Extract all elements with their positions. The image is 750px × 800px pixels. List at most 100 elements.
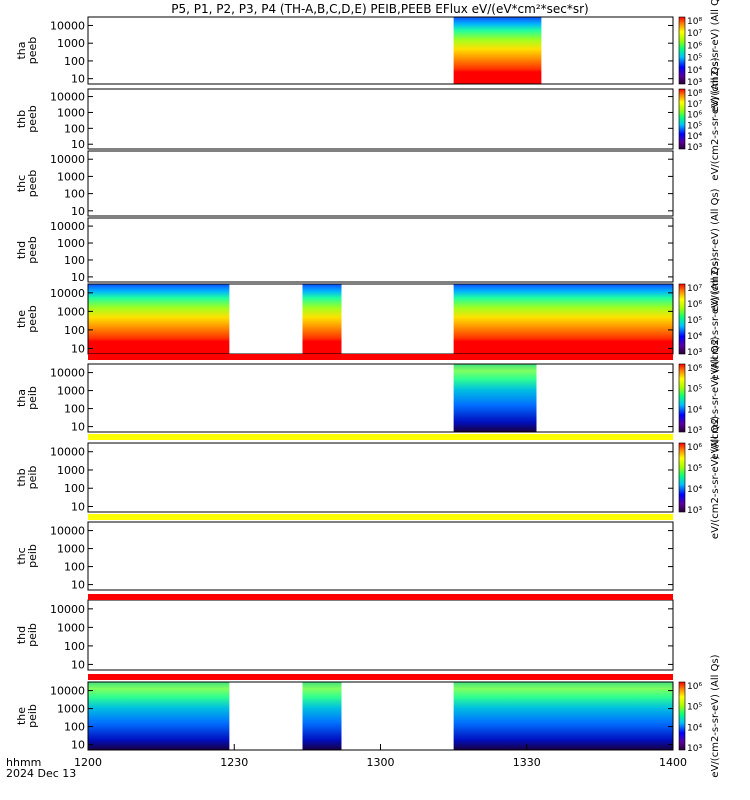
x-tick-label: 1330 [513,756,541,769]
colorbar-label: eV/(cm2-s-sr-eV) (All Qs) [710,257,721,380]
y-tick-label: 100 [64,482,85,495]
y-tick-label: 100 [64,403,85,416]
colorbar-tick-label: 10⁴ [687,485,702,495]
y-tick-label: 10000 [50,287,85,300]
panel-frame [87,363,674,433]
panel-frame [87,88,674,150]
colorbar-tick-label: 10⁴ [687,723,702,733]
colorbar-tick-label: 10⁵ [687,121,702,131]
x-tick-label: 1230 [220,756,248,769]
x-axis: 1200 1230 1300 1330 1400 [74,744,687,769]
x-tick-label: 1300 [367,756,395,769]
y-tick-label: 100 [64,254,85,267]
colorbar-tick-label: 10⁸ [687,17,702,27]
quality-status-bar [88,674,673,680]
panel-probe-label: the [15,310,28,328]
colorbar-label: eV/(cm2-s-sr-eV) (All Qs) [710,654,721,777]
panel-probe-label: tha [15,389,28,407]
y-tick-label: 10000 [50,525,85,538]
quality-status-bar [88,514,673,520]
y-tick-label: 100 [64,561,85,574]
colorbar [678,442,686,513]
date-label: 2024 Dec 13 [6,767,76,780]
y-tick-label: 10000 [50,446,85,459]
y-tick-label: 1000 [57,305,85,318]
quality-status-bar [88,354,673,360]
colorbar-label: eV/(cm2-s-sr-eV) (All Qs) [710,0,721,112]
panel-species-label: peeb [26,305,39,333]
panel-species-label: peeb [26,105,39,133]
panel-probe-label: thc [15,547,28,564]
colorbar-tick-label: 10³ [687,348,702,358]
colorbar-label: eV/(cm2-s-sr-eV) (All Qs) [710,416,721,539]
y-tick-label: 10 [71,658,85,671]
panel-probe-label: thb [15,110,28,128]
panel-frame [87,442,674,513]
colorbar-tick-label: 10⁷ [687,284,702,294]
y-tick-label: 10000 [50,367,85,380]
colorbar-tick-label: 10⁴ [687,132,702,142]
panel-species-label: peib [26,704,39,728]
quality-status-bar [88,594,673,600]
y-tick-label: 100 [64,188,85,201]
y-tick-label: 1000 [57,543,85,556]
colorbar-tick-label: 10⁶ [687,682,702,692]
spectrogram-block [453,284,673,354]
colorbar [678,16,686,85]
colorbar-tick-label: 10⁸ [687,89,702,99]
colorbar-tick-label: 10⁵ [687,703,702,713]
y-tick-label: 10 [71,579,85,592]
colorbar-label: eV/(cm2-s-sr-eV) (All Qs) [710,188,721,311]
spectrogram-block [302,682,342,750]
y-tick-label: 10 [71,205,85,218]
colorbar-label: eV/(cm2-s-sr-eV) (All Qs) [710,336,721,459]
panel-frame [87,599,674,671]
time-axis-label: hhmm [6,756,41,769]
y-tick-label: 10 [71,421,85,434]
y-tick-label: 10 [71,739,85,752]
spectrogram-block [302,284,342,354]
panel-probe-label: thd [15,241,28,259]
spectrogram-block [453,682,673,750]
y-tick-label: 1000 [57,385,85,398]
panel-species-label: peib [26,544,39,568]
spectrogram-block [453,364,537,432]
panel-species-label: peeb [26,170,39,198]
colorbar-tick-label: 10⁶ [687,41,702,51]
colorbar-tick-label: 10⁴ [687,405,702,415]
y-tick-label: 1000 [57,237,85,250]
y-tick-label: 100 [64,324,85,337]
figure-title: P5, P1, P2, P3, P4 (TH-A,B,C,D,E) PEIB,P… [171,2,588,16]
colorbar-tick-label: 10⁶ [687,111,702,121]
colorbar-tick-label: 10³ [687,78,702,88]
y-tick-label: 10000 [50,685,85,698]
colorbar-tick-label: 10⁵ [687,385,702,395]
y-tick-label: 100 [64,640,85,653]
y-tick-label: 10 [71,138,85,151]
spectrogram-block [88,284,230,354]
panel-frame [87,16,674,85]
colorbar-tick-label: 10⁵ [687,464,702,474]
colorbar-tick-label: 10⁷ [687,100,702,110]
colorbar-label: eV/(cm2-s-sr-eV) (All Qs) [710,57,721,180]
colorbar-tick-label: 10⁴ [687,66,702,76]
colorbar [678,363,686,433]
colorbar-tick-label: 10³ [687,143,702,153]
colorbar-tick-label: 10⁶ [687,300,702,310]
y-tick-label: 10000 [50,603,85,616]
y-tick-label: 1000 [57,170,85,183]
colorbar [678,681,686,751]
quality-status-bar [88,434,673,440]
y-tick-label: 10 [71,342,85,355]
colorbar-tick-label: 10⁷ [687,29,702,39]
y-tick-label: 1000 [57,703,85,716]
